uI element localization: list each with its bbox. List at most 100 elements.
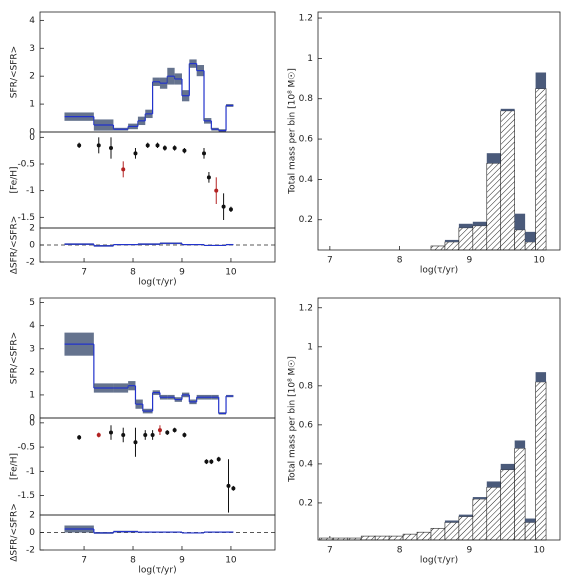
mass-bar [486, 487, 502, 541]
y-tick-label: -1.5 [17, 491, 35, 501]
y-tick-label: 3 [29, 44, 35, 54]
mass-error [525, 231, 536, 242]
metallicity-point [226, 483, 231, 488]
metallicity-point [216, 457, 221, 462]
metallicity-point [133, 151, 138, 156]
y-axis-label: Total mass per bin [10⁸ M☉] [288, 68, 298, 195]
metallicity-point [202, 151, 207, 156]
y-axis-label: [Fe/H] [10, 166, 20, 193]
y-tick-label: 0 [29, 414, 35, 424]
mass-bar [524, 241, 536, 251]
metallicity-point [221, 204, 226, 209]
y-tick-label: 0.4 [299, 175, 314, 185]
y-tick-label: 4 [29, 321, 35, 331]
y-tick-label: 0.6 [299, 135, 314, 145]
mass-bar [388, 535, 404, 541]
metallicity-point [145, 143, 150, 148]
mass-bar [524, 522, 536, 541]
y-tick-label: 4 [29, 16, 35, 26]
mass-bar [472, 498, 488, 541]
metallicity-point [172, 428, 177, 433]
metallicity-point [96, 143, 101, 148]
y-axis-label: ΔSFR/<SFR> [10, 216, 20, 275]
x-tick-label: 9 [466, 256, 472, 266]
mass-error [444, 520, 459, 523]
mass-bar [444, 522, 460, 541]
y-tick-label: 0 [29, 133, 35, 143]
y-tick-label: 1 [29, 390, 35, 400]
panel-frame [39, 417, 276, 516]
y-tick-label: 1 [307, 54, 313, 64]
x-tick-label: 7 [81, 268, 87, 278]
metallicity-point [228, 207, 233, 212]
mass-bar [500, 110, 515, 251]
x-tick-label: 7 [81, 556, 87, 566]
mass-error [535, 372, 547, 382]
y-axis-label: SFR/<SFR> [10, 332, 20, 384]
mass-bar [430, 527, 446, 541]
x-tick-label: 10 [225, 556, 237, 566]
mass-bar [430, 245, 446, 251]
y-tick-label: 0 [29, 241, 35, 251]
x-tick-label: 9 [179, 268, 185, 278]
metallicity-point [150, 432, 155, 437]
y-tick-label: 2 [29, 72, 35, 82]
metallicity-point [172, 146, 177, 150]
mass-bar [535, 381, 547, 541]
y-tick-label: 1 [29, 100, 35, 110]
metallicity-point [77, 435, 82, 440]
y-tick-label: 0 [29, 418, 35, 428]
metallicity-point [231, 486, 236, 491]
metallicity-point [209, 459, 214, 464]
y-tick-label: -1 [26, 467, 35, 477]
mass-bar [458, 227, 474, 251]
mass-bar [514, 447, 526, 541]
y-tick-label: -2 [26, 258, 35, 268]
mass-error [500, 108, 515, 111]
y-tick-label: 0 [29, 528, 35, 538]
y-axis-label: Total mass per bin [10⁸ M☉] [288, 356, 298, 483]
panel-frame [39, 227, 276, 263]
metallicity-point [121, 167, 126, 172]
metallicity-point [162, 146, 167, 150]
y-tick-label: -1.5 [17, 213, 35, 223]
panel-frame [317, 297, 561, 541]
metallicity-point [143, 432, 148, 437]
y-tick-label: 2 [29, 224, 35, 234]
y-tick-label: -1 [26, 186, 35, 196]
metallicity-point [157, 428, 162, 433]
y-tick-label: 0.6 [299, 420, 314, 430]
x-tick-label: 9 [466, 546, 472, 556]
y-axis-label: [Fe/H] [10, 453, 20, 480]
x-tick-label: 7 [327, 546, 333, 556]
metallicity-point [206, 175, 211, 180]
metallicity-point [182, 148, 187, 153]
mass-bar [444, 241, 460, 251]
metallicity-point [108, 430, 113, 435]
x-tick-label: 10 [533, 546, 545, 556]
mass-error [472, 497, 487, 500]
panel-frame [39, 297, 276, 419]
x-tick-label: 9 [179, 556, 185, 566]
metallicity-point [96, 432, 101, 437]
mass-error [486, 481, 501, 488]
mass-bar [472, 225, 488, 251]
mass-bar [374, 535, 390, 541]
mass-error [444, 239, 459, 242]
mass-bar [416, 531, 432, 541]
mass-bar [535, 88, 547, 251]
metallicity-point [204, 459, 209, 464]
y-tick-label: 3 [29, 344, 35, 354]
mass-error [458, 223, 473, 228]
x-tick-label: 10 [225, 268, 237, 278]
panel-frame [39, 514, 276, 551]
y-tick-label: 0.4 [299, 459, 314, 469]
mass-bar [514, 229, 526, 251]
x-axis-label: log(τ/yr) [420, 556, 458, 566]
metallicity-point [133, 440, 138, 445]
y-axis-label: SFR/<SFR> [10, 46, 20, 98]
metallicity-point [155, 143, 160, 148]
y-axis-label: ΔSFR/<SFR> [10, 503, 20, 562]
y-tick-label: 0.8 [299, 381, 314, 391]
